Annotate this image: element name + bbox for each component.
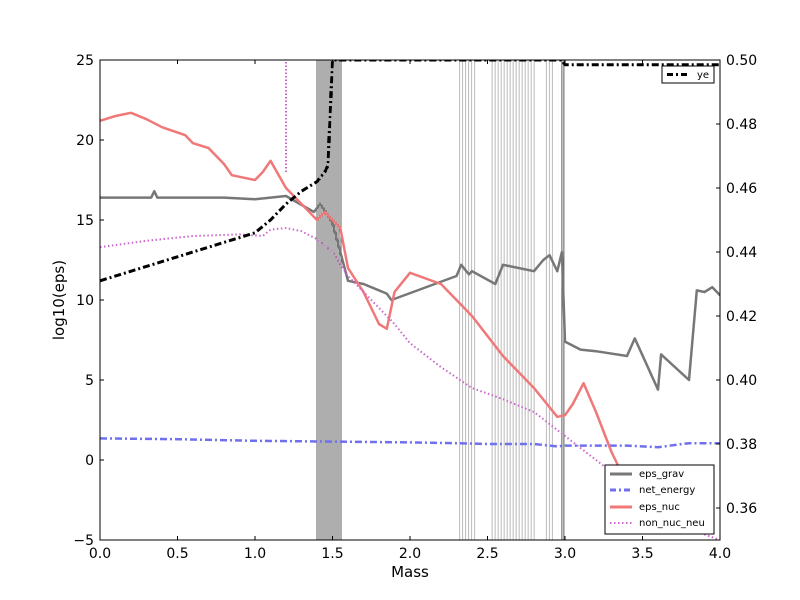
x-tick-label: 2.5 [476,546,498,562]
x-tick-label: 0.5 [166,546,188,562]
series-line-eps-grav [100,189,720,391]
y2-tick-label: 0.42 [726,309,757,325]
y-tick-label: −5 [73,533,94,549]
series-line-non-nuc-neu [100,227,720,540]
legend-label-eps-nuc: eps_nuc [639,502,680,513]
series-line-net-energy [100,437,720,449]
y-tick-label: 15 [76,213,94,229]
y-tick-label: 5 [85,373,94,389]
series-layer [100,60,720,540]
legend-right-axis-box [661,65,715,84]
y-tick-label: 25 [76,53,94,69]
y-tick-label: 20 [76,133,94,149]
y2-tick-label: 0.36 [726,501,757,517]
series-line-ye [100,60,720,283]
legend-label-ye: ye [697,70,709,81]
vertical-bands [316,60,565,540]
legend-label-net-energy: net_energy [639,485,695,496]
x-tick-label: 1.0 [244,546,266,562]
y2-tick-label: 0.44 [726,245,757,261]
band-region-2 [491,60,535,540]
y-tick-label: 10 [76,293,94,309]
y2-tick-label: 0.40 [726,373,757,389]
y2-tick-label: 0.50 [726,53,757,69]
x-axis-label: Mass [391,563,429,581]
legend-main: eps_grav net_energy eps_nuc non_nuc_neu [604,464,715,535]
band-region-1 [459,60,476,540]
x-tick-label: 0.0 [89,546,111,562]
band-region-0 [316,60,342,540]
band-region-3 [545,60,553,540]
x-tick-label: 1.5 [321,546,343,562]
y2-tick-label: 0.38 [726,437,757,453]
y-tick-label: 0 [85,453,94,469]
legend-label-non-nuc-neu: non_nuc_neu [639,518,705,529]
x-tick-label: 2.0 [399,546,421,562]
legend-right-axis: ye [661,65,715,84]
x-tick-label: 3.5 [631,546,653,562]
y2-tick-label: 0.46 [726,181,757,197]
y-axis-label: log10(eps) [50,260,68,340]
series-line-eps-nuc [100,111,644,517]
axis-ticks: 0.0 0.5 1.0 1.5 2.0 2.5 3.0 3.5 4.0 −5 0 5 10 15 20 25 0… [73,53,757,562]
y2-tick-label: 0.48 [726,117,757,133]
legend-label-eps-grav: eps_grav [639,469,684,480]
x-tick-label: 4.0 [709,546,731,562]
x-tick-label: 3.0 [554,546,576,562]
